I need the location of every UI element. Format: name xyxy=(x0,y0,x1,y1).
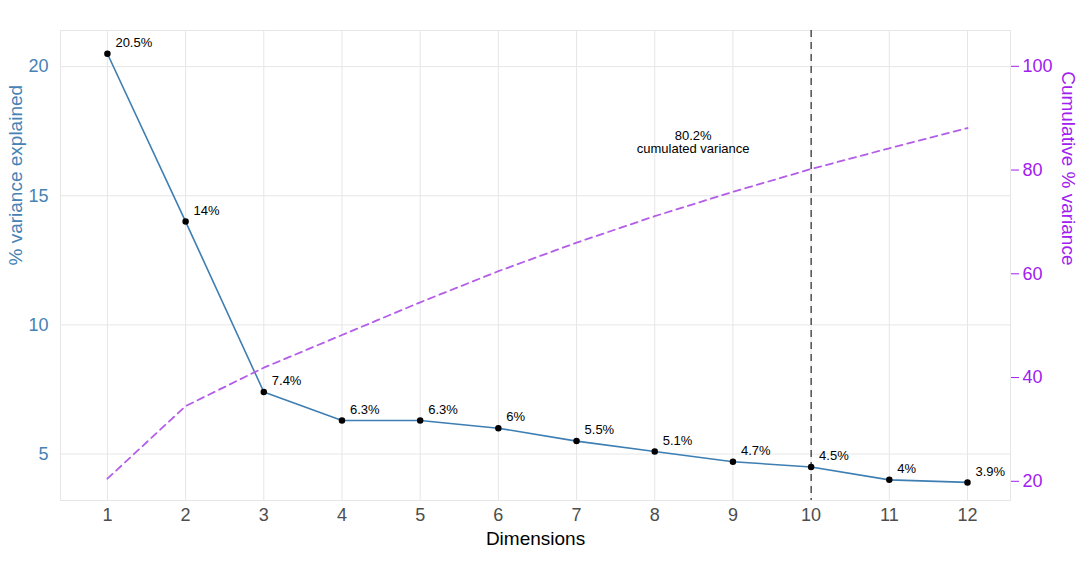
svg-text:15: 15 xyxy=(28,186,48,206)
svg-text:4%: 4% xyxy=(897,461,916,476)
svg-text:2: 2 xyxy=(181,505,191,525)
svg-text:5: 5 xyxy=(415,505,425,525)
svg-text:5.1%: 5.1% xyxy=(663,433,693,448)
svg-text:4: 4 xyxy=(337,505,347,525)
svg-text:40: 40 xyxy=(1023,367,1043,387)
svg-text:7.4%: 7.4% xyxy=(272,373,302,388)
svg-text:20.5%: 20.5% xyxy=(115,35,152,50)
svg-text:6.3%: 6.3% xyxy=(428,402,458,417)
svg-text:80.2%cumulated variance: 80.2%cumulated variance xyxy=(637,128,750,156)
svg-text:4.5%: 4.5% xyxy=(819,448,849,463)
svg-text:60: 60 xyxy=(1023,264,1043,284)
svg-text:Cumulative % variance: Cumulative % variance xyxy=(1058,71,1079,265)
svg-text:80: 80 xyxy=(1023,160,1043,180)
svg-text:20: 20 xyxy=(1023,471,1043,491)
svg-text:5.5%: 5.5% xyxy=(585,422,615,437)
svg-text:12: 12 xyxy=(957,505,977,525)
svg-text:6%: 6% xyxy=(506,409,525,424)
svg-text:3.9%: 3.9% xyxy=(975,464,1005,479)
svg-text:10: 10 xyxy=(801,505,821,525)
svg-text:9: 9 xyxy=(728,505,738,525)
svg-text:6.3%: 6.3% xyxy=(350,402,380,417)
svg-text:4.7%: 4.7% xyxy=(741,443,771,458)
svg-text:6: 6 xyxy=(493,505,503,525)
svg-text:11: 11 xyxy=(880,505,899,525)
svg-text:10: 10 xyxy=(28,315,48,335)
svg-text:% variance explained: % variance explained xyxy=(5,85,26,266)
svg-text:7: 7 xyxy=(572,505,582,525)
svg-text:Dimensions: Dimensions xyxy=(486,528,585,549)
svg-text:5: 5 xyxy=(38,444,48,464)
svg-text:100: 100 xyxy=(1023,56,1053,76)
svg-text:1: 1 xyxy=(102,505,112,525)
svg-text:20: 20 xyxy=(28,56,48,76)
svg-text:8: 8 xyxy=(650,505,660,525)
svg-text:3: 3 xyxy=(259,505,269,525)
svg-text:14%: 14% xyxy=(194,203,220,218)
